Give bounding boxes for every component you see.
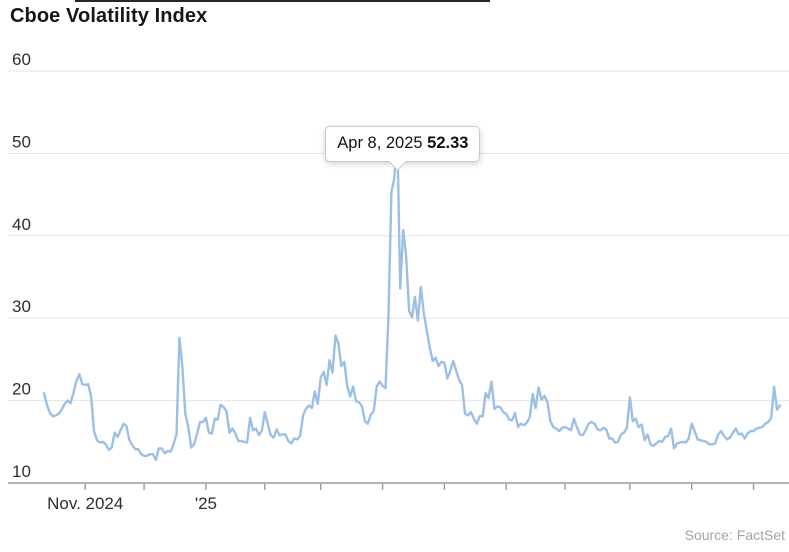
series-line[interactable] [42, 133, 782, 462]
source-attribution: Source: FactSet [684, 527, 785, 543]
chart-title: Cboe Volatility Index [10, 5, 208, 27]
y-axis-label: 40 [12, 215, 31, 234]
y-axis-label: 60 [12, 50, 31, 69]
x-axis-label: Nov. 2024 [47, 494, 123, 513]
tooltip: Apr 8, 2025 52.33 [325, 126, 481, 171]
tooltip-date: Apr 8, 2025 [337, 134, 423, 152]
y-axis-label: 20 [12, 380, 31, 399]
top-rule-divider [75, 0, 490, 2]
y-axis-label: 30 [12, 297, 31, 316]
y-axis-label: 10 [12, 462, 31, 481]
tooltip-value: 52.33 [427, 134, 469, 152]
y-axis-label: 50 [12, 132, 31, 151]
x-axis-label: '25 [195, 494, 217, 513]
